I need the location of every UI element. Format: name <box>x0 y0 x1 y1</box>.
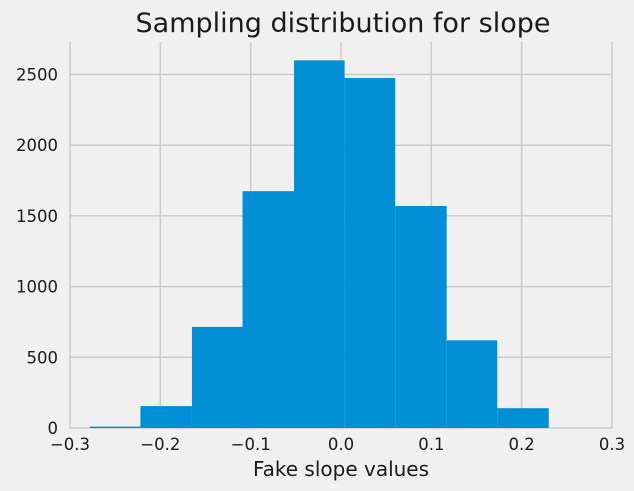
x-axis-label: Fake slope values <box>253 457 429 481</box>
y-tick-label: 500 <box>27 348 59 367</box>
tick-labels: −0.3 −0.2 −0.1 0.0 0.1 0.2 0.3 0 500 1000 1500 2000… <box>16 66 625 454</box>
histogram-bar <box>140 406 192 428</box>
histogram-bar <box>344 78 396 429</box>
histogram-bar <box>242 191 295 428</box>
histogram-bar <box>446 340 498 428</box>
x-tick-label: 0.2 <box>509 435 535 454</box>
histogram-bar <box>497 408 549 428</box>
y-tick-label: 1500 <box>16 207 58 226</box>
histogram-bar <box>294 60 345 428</box>
histogram-bar <box>89 426 141 428</box>
y-tick-label: 0 <box>48 419 59 438</box>
y-tick-label: 2500 <box>16 66 58 85</box>
x-tick-label: −0.2 <box>140 435 180 454</box>
x-tick-label: 0.3 <box>599 435 625 454</box>
y-tick-label: 1000 <box>16 278 58 297</box>
histogram-bar <box>395 206 447 428</box>
x-tick-label: 0.0 <box>328 435 354 454</box>
histogram-bars <box>89 60 549 429</box>
x-tick-label: −0.3 <box>50 435 90 454</box>
x-tick-label: 0.1 <box>418 435 444 454</box>
histogram-bar <box>191 326 243 428</box>
x-tick-label: −0.1 <box>231 435 271 454</box>
chart-title: Sampling distribution for slope <box>136 8 551 39</box>
y-tick-label: 2000 <box>16 136 58 155</box>
